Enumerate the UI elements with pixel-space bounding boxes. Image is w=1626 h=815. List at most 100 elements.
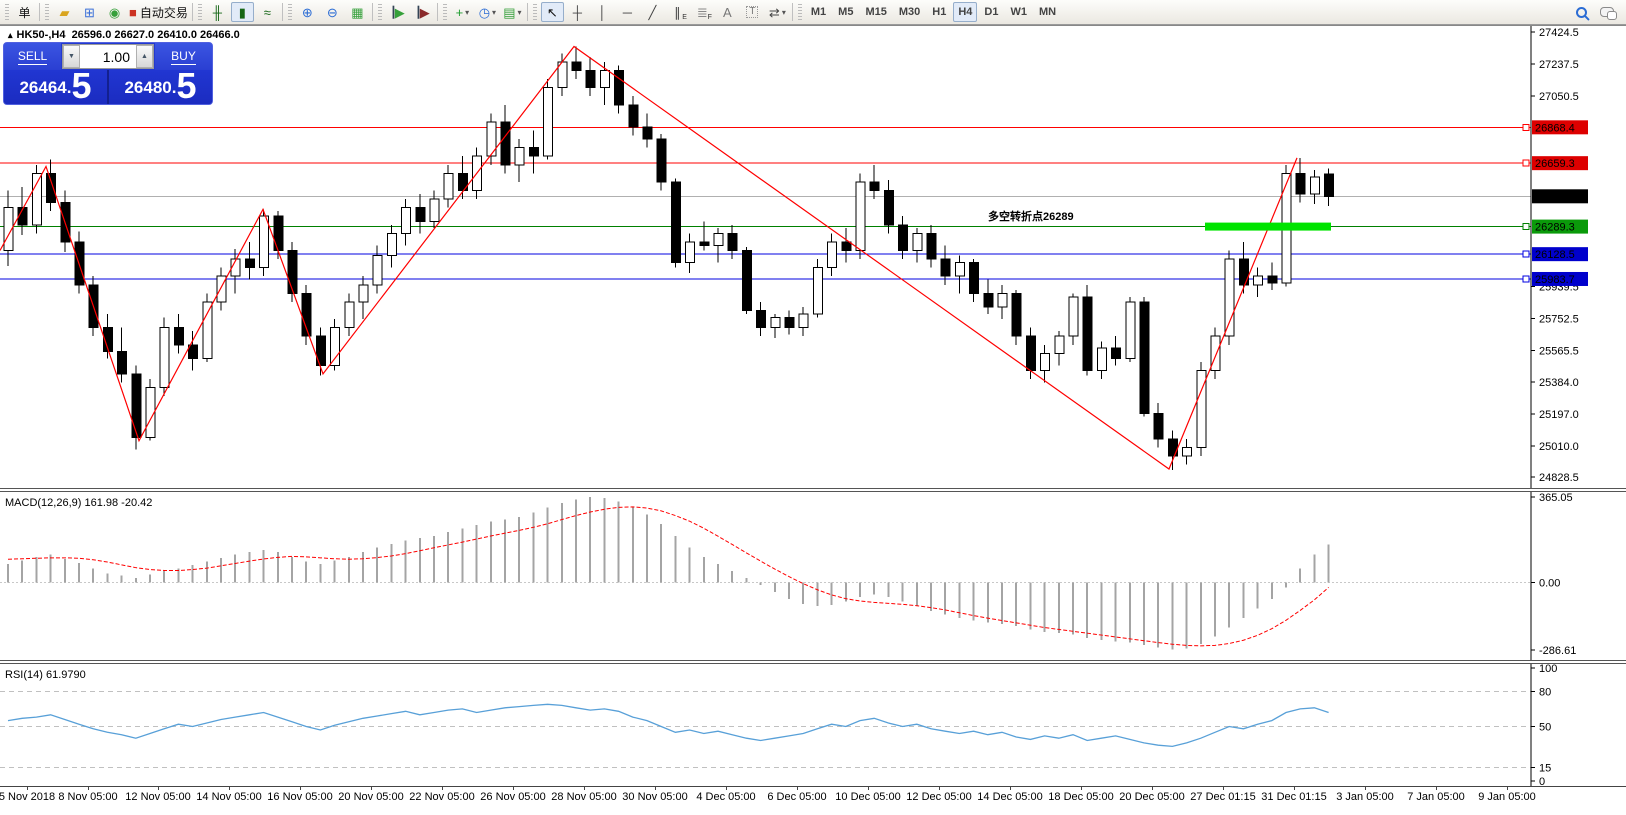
volume-input[interactable]: 1.00 [80,45,136,68]
toolbar-group-handle[interactable] [45,4,49,20]
sell-price-fraction: 5 [71,65,92,105]
pane-divider[interactable] [0,660,1626,664]
horizontal-line-button[interactable]: ─ [616,2,639,22]
price-chart-pane[interactable]: 多空转折点26289 27424.5 27237.5 27050.5 25939.5 25… [0,25,1626,489]
pane-divider[interactable] [0,488,1626,492]
tf-m1-label: M1 [810,6,827,18]
candle-body [1253,275,1264,286]
bar-icon: ┃ [390,6,397,19]
search-button[interactable] [1570,2,1593,22]
candle-body [244,258,255,269]
toolbar-right [1569,2,1624,22]
fibonacci-retracement-icon: ≣ [696,4,708,20]
tile-windows-button[interactable]: ▦ [346,2,369,22]
crosshair-button[interactable]: ┼ [566,2,589,22]
text-label-button[interactable]: T [741,2,764,22]
macd-indicator-pane[interactable]: 365.05 0.00 -286.61 MACD(12,26,9) 161.98 -2… [0,492,1626,660]
time-axis-tick [513,787,514,790]
line-handle[interactable] [1522,159,1530,167]
candle-body [301,292,312,337]
tf-w1-label: W1 [1010,6,1027,18]
candle-body [1011,292,1022,337]
buy-price[interactable]: 26480. 5 [109,67,212,104]
volume-decrease-button[interactable]: ▼ [63,45,80,68]
new-order-button[interactable]: 单 [13,2,36,22]
candle-body [798,313,809,329]
candle-body [727,232,738,251]
rsi-indicator-pane[interactable]: 100 80 50 15 0 RSI(14) 61.9790 [0,664,1626,786]
autotrading-button[interactable]: ■ 自动交易 [128,2,189,22]
templates-button[interactable]: ▤ ▾ [501,2,524,22]
highlight-bar[interactable] [1205,222,1331,231]
pivot-annotation-text[interactable]: 多空转折点26289 [988,209,1074,223]
history-center-button[interactable]: ▰ [53,2,76,22]
candle-body [1068,296,1079,337]
macd-axis-label: 0.00 [1539,578,1560,590]
equidistant-channel-button[interactable]: ∥ E [666,2,689,22]
chat-button[interactable] [1595,2,1618,22]
macd-axis-label: 365.05 [1539,492,1573,504]
ohlc-values: 26596.0 26627.0 26410.0 26466.0 [71,29,240,41]
chart-shift-button[interactable]: ┃ ▶ [411,2,434,22]
collapse-icon[interactable]: ▴ [8,30,13,40]
time-axis[interactable]: 5 Nov 2018 8 Nov 05:00 12 Nov 05:00 14 Nov … [0,786,1626,815]
zoom-in-button[interactable]: ⊕ [296,2,319,22]
arrows-button[interactable]: ⇄ ▾ [766,2,789,22]
price-axis-label: 27050.5 [1539,91,1579,103]
line-handle[interactable] [1522,275,1530,283]
toolbar-separator [39,3,40,21]
chart-line-button[interactable]: ≈ [256,2,279,22]
period-presets-button[interactable]: ◷ ▾ [476,2,499,22]
vertical-line-button[interactable]: │ [591,2,614,22]
cursor-button[interactable]: ↖ [540,2,564,22]
candle-body [358,284,369,303]
toolbar-group-handle[interactable] [197,4,202,20]
zoom-out-button[interactable]: ⊖ [321,2,344,22]
candle-body [812,267,823,315]
tf-m15-button[interactable]: M15 [860,2,891,22]
zoom-out-icon: ⊖ [326,4,338,20]
chart-candles-button[interactable]: ▮ [230,2,254,22]
trendline-button[interactable]: ╱ [641,2,664,22]
tf-h1-button[interactable]: H1 [927,2,951,22]
tf-mn-button[interactable]: MN [1034,2,1061,22]
volume-increase-button[interactable]: ▲ [136,45,153,68]
tf-m30-button[interactable]: M30 [894,2,925,22]
text-button[interactable]: A [716,2,739,22]
chart-candles-icon: ▮ [238,4,246,20]
chart-bars-button[interactable]: ╫ [206,2,229,22]
sell-button[interactable]: SELL [4,43,61,70]
tf-w1-button[interactable]: W1 [1005,2,1032,22]
zigzag-line[interactable] [0,45,1298,470]
toolbar-group-handle[interactable] [797,4,802,20]
tf-m5-button[interactable]: M5 [833,2,858,22]
buy-button[interactable]: BUY [155,43,212,70]
signals-button[interactable]: ◉ [103,2,126,22]
dropdown-arrow-icon: ▾ [465,7,470,17]
auto-scroll-button[interactable]: ┃ ▶ [386,2,409,22]
toolbar-group-handle[interactable] [532,4,537,20]
candle-body [386,232,397,257]
add-chart-button[interactable]: + ▾ [451,2,474,22]
market-watch-button[interactable]: ⊞ [78,2,101,22]
fibonacci-retracement-button[interactable]: ≣ F [691,2,714,22]
candle-body [188,344,199,359]
templates-icon: ▤ [503,4,516,20]
rsi-axis-label: 15 [1539,762,1551,774]
line-handle[interactable] [1522,223,1530,231]
line-handle[interactable] [1522,123,1530,131]
toolbar-separator [371,3,373,21]
candle-body [401,207,412,234]
candle-body [1224,258,1235,337]
toolbar-group-handle[interactable] [377,4,382,20]
sell-price[interactable]: 26464. 5 [4,65,107,105]
toolbar-group-handle[interactable] [442,4,447,20]
toolbar: 单 ▰ ⊞ ◉ ■ 自动交易 ╫ ▮ ≈ ⊕ ⊖ ▦ ┃ ▶ ┃ ▶ + ▾ ◷ ▾ ▤ ▾ ↖ ┼ │ ─ ╱ ∥ E ≣ F A T ⇄ ▾ M1… [0,0,1626,25]
toolbar-group-handle[interactable] [5,4,9,20]
tf-d1-button[interactable]: D1 [979,2,1003,22]
tf-h4-button[interactable]: H4 [953,2,978,22]
candle-body [543,87,554,157]
tf-m1-button[interactable]: M1 [806,2,831,22]
toolbar-group-handle[interactable] [287,4,292,20]
line-handle[interactable] [1522,250,1530,258]
